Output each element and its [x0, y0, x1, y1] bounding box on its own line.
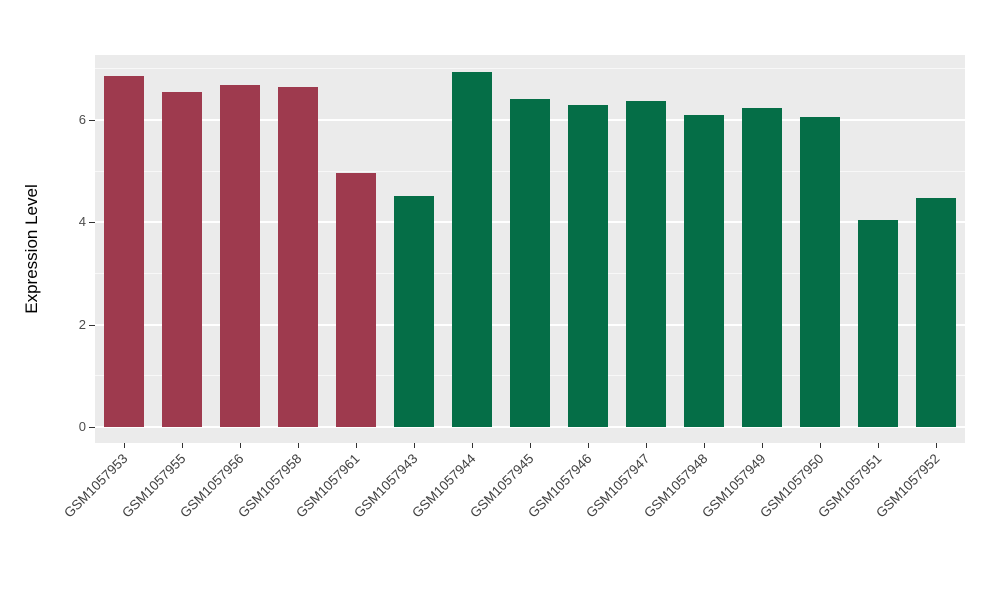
bar-GSM1057946: [567, 104, 609, 427]
bar-GSM1057958: [277, 87, 319, 427]
y-tick-label-0: 0: [78, 419, 86, 434]
x-tick-mark-GSM1057949: [761, 443, 763, 448]
y-axis-title: Expression Level: [22, 184, 41, 314]
y-tick-mark-2: [89, 324, 95, 326]
bar-GSM1057949: [741, 108, 783, 427]
y-tick-label-6: 6: [78, 111, 86, 127]
y-tick-label-4: 4: [78, 214, 86, 230]
x-tick-mark-GSM1057951: [877, 443, 879, 448]
x-tick-mark-GSM1057956: [239, 443, 241, 448]
bar-GSM1057961: [335, 173, 377, 427]
y-tick-label-2: 2: [78, 316, 86, 332]
y-tick-mark-6: [89, 119, 95, 121]
x-tick-mark-GSM1057947: [645, 443, 647, 448]
x-tick-mark-GSM1057953: [123, 443, 125, 448]
x-tick-mark-GSM1057961: [355, 443, 357, 448]
x-tick-mark-GSM1057958: [297, 443, 299, 448]
bar-GSM1057943: [393, 196, 435, 427]
bar-GSM1057947: [625, 100, 667, 427]
bar-GSM1057955: [161, 91, 203, 427]
expression-bar-chart: Expression Level 0 2 4 6 GSM1057953 GSM105795…: [22, 55, 965, 521]
bar-GSM1057945: [509, 98, 551, 427]
bar-GSM1057951: [857, 219, 899, 427]
plot-area: [95, 55, 965, 443]
x-tick-mark-GSM1057955: [181, 443, 183, 448]
y-tick-mark-0: [89, 427, 95, 428]
x-tick-mark-GSM1057948: [703, 443, 705, 448]
minor-gridline-y7: [95, 68, 965, 70]
major-gridline-y0: [95, 426, 965, 428]
bar-GSM1057953: [103, 75, 145, 427]
y-tick-mark-4: [89, 222, 95, 224]
bar-GSM1057948: [683, 114, 725, 427]
x-tick-mark-GSM1057946: [587, 443, 589, 448]
x-tick-mark-GSM1057952: [935, 443, 937, 448]
x-tick-mark-GSM1057943: [413, 443, 415, 448]
x-tick-mark-GSM1057950: [819, 443, 821, 448]
bar-GSM1057956: [219, 84, 261, 427]
bar-GSM1057944: [451, 71, 493, 427]
bar-GSM1057952: [915, 197, 957, 427]
bar-GSM1057950: [799, 116, 841, 427]
x-tick-mark-GSM1057944: [471, 443, 473, 448]
x-tick-mark-GSM1057945: [529, 443, 531, 448]
